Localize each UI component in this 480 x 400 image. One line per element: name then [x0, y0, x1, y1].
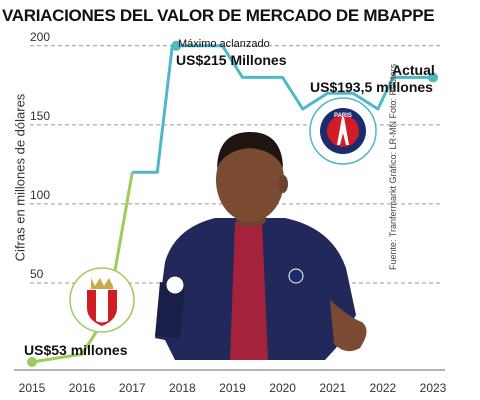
y-tick-label: 200: [30, 30, 50, 44]
psg-crest-icon: [288, 268, 304, 284]
y-tick-label: 150: [30, 109, 50, 123]
eiffel-tower-icon: [337, 117, 349, 145]
player-head: [216, 138, 284, 222]
y-tick-label: 50: [30, 267, 44, 281]
max-annotation-value: US$215 Millones: [176, 52, 287, 68]
chart-title: VARIACIONES DEL VALOR DE MERCADO DE MBAP…: [2, 6, 435, 25]
y-axis-label: Cifras en millones de dólares: [12, 93, 28, 262]
y-tick-label: 100: [30, 188, 50, 202]
start-point: [27, 357, 37, 367]
x-tick-label: 2023: [420, 381, 447, 395]
start-annotation-value: US$53 millones: [24, 342, 128, 358]
svg-text:PARIS: PARIS: [334, 113, 352, 119]
x-tick-label: 2022: [370, 381, 397, 395]
source-credit: Fuente: Tranfermarkt Gráfico: LR-MN Foto…: [388, 63, 398, 270]
x-tick-label: 2016: [69, 381, 96, 395]
max-annotation-label: Máximo aclanzado: [178, 38, 270, 50]
player-shirt-stripe: [230, 222, 268, 360]
current-point: [428, 72, 438, 83]
x-tick-label: 2015: [19, 381, 46, 395]
crown-icon: [91, 278, 113, 289]
current-annotation-label: Actual: [392, 62, 435, 78]
player-hair: [217, 132, 283, 168]
x-tick-label: 2021: [319, 381, 346, 395]
x-tick-label: 2018: [169, 381, 196, 395]
x-tick-label: 2019: [219, 381, 246, 395]
series-line-early: [31, 172, 134, 364]
player-arm: [330, 300, 367, 352]
current-annotation-value: US$193,5 millones: [310, 79, 433, 95]
x-tick-label: 2017: [119, 381, 146, 395]
psg-badge: PARIS: [309, 97, 377, 165]
ball-icon: [165, 275, 185, 295]
max-point: [171, 40, 182, 51]
player-ear: [278, 175, 288, 193]
player-photo: [155, 132, 367, 360]
player-sleeve: [155, 282, 185, 338]
monaco-badge: [69, 267, 135, 333]
x-tick-label: 2020: [269, 381, 296, 395]
